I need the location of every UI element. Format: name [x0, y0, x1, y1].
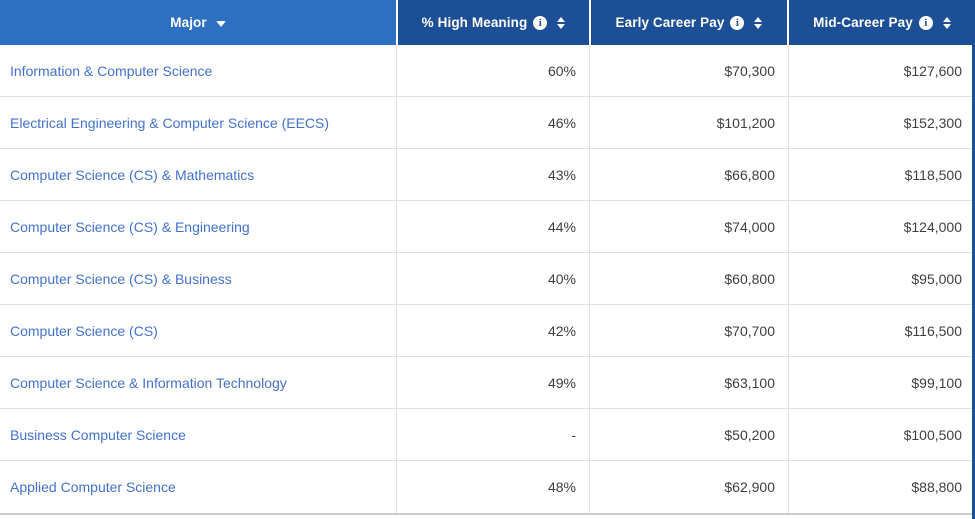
high-meaning-value: 44%: [396, 201, 589, 252]
high-meaning-value: 49%: [396, 357, 589, 408]
early-career-pay-value: $101,200: [589, 97, 788, 148]
info-icon[interactable]: i: [730, 15, 745, 30]
table-body: Information & Computer Science 60% $70,3…: [0, 45, 975, 515]
major-cell: Information & Computer Science: [0, 45, 396, 96]
table-row: Computer Science & Information Technolog…: [0, 357, 975, 409]
early-career-pay-value: $62,900: [589, 461, 788, 513]
sort-icon[interactable]: [942, 16, 951, 29]
major-cell: Applied Computer Science: [0, 461, 396, 513]
table-row: Applied Computer Science 48% $62,900 $88…: [0, 461, 975, 513]
high-meaning-value: 42%: [396, 305, 589, 356]
table-row: Computer Science (CS) & Engineering 44% …: [0, 201, 975, 253]
high-meaning-value: 40%: [396, 253, 589, 304]
high-meaning-value: 60%: [396, 45, 589, 96]
column-header-early-career-pay-label: Early Career Pay: [615, 15, 725, 30]
info-icon[interactable]: i: [533, 15, 548, 30]
mid-career-pay-value: $99,100: [788, 357, 975, 408]
major-link[interactable]: Information & Computer Science: [10, 62, 213, 79]
column-header-major-label: Major: [170, 15, 207, 30]
major-cell: Electrical Engineering & Computer Scienc…: [0, 97, 396, 148]
major-cell: Business Computer Science: [0, 409, 396, 460]
major-cell: Computer Science (CS): [0, 305, 396, 356]
early-career-pay-value: $74,000: [589, 201, 788, 252]
major-link[interactable]: Computer Science (CS) & Engineering: [10, 218, 250, 235]
sort-desc-caret-icon: [215, 21, 226, 27]
table-right-edge-bar: [972, 0, 975, 519]
early-career-pay-value: $66,800: [589, 149, 788, 200]
major-link[interactable]: Computer Science (CS) & Mathematics: [10, 166, 255, 183]
sort-down-arrow-icon: [754, 23, 763, 29]
sort-up-arrow-icon: [942, 16, 951, 22]
mid-career-pay-value: $116,500: [788, 305, 975, 356]
early-career-pay-value: $63,100: [589, 357, 788, 408]
table-header-row: Major % High Meaning i Early Career Pay …: [0, 0, 975, 45]
mid-career-pay-value: $152,300: [788, 97, 975, 148]
mid-career-pay-value: $124,000: [788, 201, 975, 252]
mid-career-pay-value: $100,500: [788, 409, 975, 460]
major-link[interactable]: Applied Computer Science: [10, 479, 176, 495]
table-row: Computer Science (CS) & Business 40% $60…: [0, 253, 975, 305]
early-career-pay-value: $50,200: [589, 409, 788, 460]
column-header-major[interactable]: Major: [0, 0, 396, 45]
major-cell: Computer Science (CS) & Business: [0, 253, 396, 304]
column-header-early-career-pay[interactable]: Early Career Pay i: [591, 0, 787, 45]
mid-career-pay-value: $95,000: [788, 253, 975, 304]
early-career-pay-value: $70,300: [589, 45, 788, 96]
column-header-mid-career-pay-label: Mid-Career Pay: [813, 15, 913, 30]
early-career-pay-value: $60,800: [589, 253, 788, 304]
sort-down-arrow-icon: [557, 23, 566, 29]
table-row: Computer Science (CS) 42% $70,700 $116,5…: [0, 305, 975, 357]
table-row: Business Computer Science - $50,200 $100…: [0, 409, 975, 461]
major-link[interactable]: Business Computer Science: [10, 426, 186, 443]
mid-career-pay-value: $88,800: [788, 461, 975, 513]
table-row: Information & Computer Science 60% $70,3…: [0, 45, 975, 97]
sort-up-arrow-icon: [557, 16, 566, 22]
high-meaning-value: 48%: [396, 461, 589, 513]
sort-icon[interactable]: [557, 16, 566, 29]
column-header-mid-career-pay[interactable]: Mid-Career Pay i: [789, 0, 975, 45]
major-link[interactable]: Computer Science (CS): [10, 322, 158, 339]
mid-career-pay-value: $118,500: [788, 149, 975, 200]
table-row: Computer Science (CS) & Mathematics 43% …: [0, 149, 975, 201]
sort-up-arrow-icon: [754, 16, 763, 22]
major-link[interactable]: Computer Science & Information Technolog…: [10, 374, 287, 391]
high-meaning-value: -: [396, 409, 589, 460]
early-career-pay-value: $70,700: [589, 305, 788, 356]
major-cell: Computer Science & Information Technolog…: [0, 357, 396, 408]
info-icon[interactable]: i: [918, 15, 933, 30]
sort-down-arrow-icon: [942, 23, 951, 29]
sort-icon[interactable]: [754, 16, 763, 29]
high-meaning-value: 46%: [396, 97, 589, 148]
major-cell: Computer Science (CS) & Mathematics: [0, 149, 396, 200]
high-meaning-value: 43%: [396, 149, 589, 200]
major-cell: Computer Science (CS) & Engineering: [0, 201, 396, 252]
major-link[interactable]: Computer Science (CS) & Business: [10, 270, 232, 287]
column-header-high-meaning-label: % High Meaning: [421, 15, 528, 30]
major-link[interactable]: Electrical Engineering & Computer Scienc…: [10, 114, 330, 131]
column-header-high-meaning[interactable]: % High Meaning i: [398, 0, 589, 45]
table-row: Electrical Engineering & Computer Scienc…: [0, 97, 975, 149]
mid-career-pay-value: $127,600: [788, 45, 975, 96]
